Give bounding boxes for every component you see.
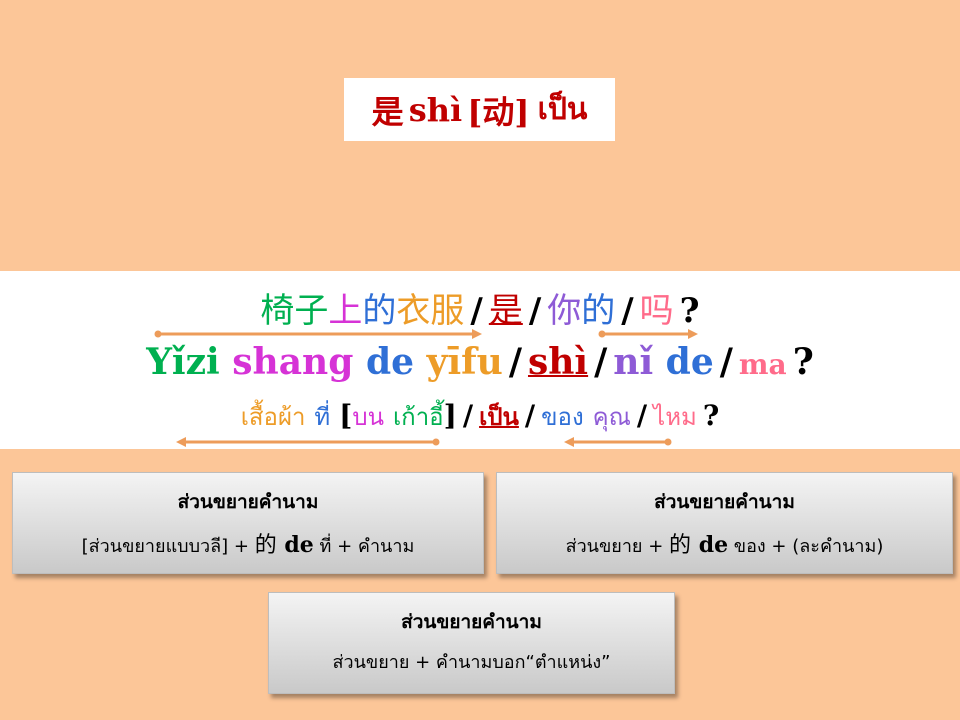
rule-text: ส่วนขยาย +	[565, 536, 670, 557]
hanzi-13: ?	[679, 291, 700, 331]
sentence-pinyin-line: Yǐzi shang de yīfu / shì / nǐ de / ma?	[0, 341, 960, 383]
pinyin-7: nǐ	[613, 341, 654, 383]
title-pos: [动]	[467, 92, 530, 131]
rule-text-end: ที่ + คำนาม	[313, 536, 415, 557]
pinyin-2: de	[365, 341, 415, 383]
hanzi-2: 上	[328, 291, 363, 331]
hanzi-10: 的	[581, 291, 616, 331]
thai-7: เป็น	[479, 403, 519, 431]
sentence-band: 椅子上的衣服 / 是 / 你的 / 吗? Yǐzi shang de yīfu / shì / nǐ…	[0, 271, 960, 449]
rule-box-body: ส่วนขยาย + คำนามบอก“ตำแหน่ง”	[269, 647, 674, 676]
thai-1: ที่	[314, 403, 331, 431]
title-pinyin: shì	[408, 90, 463, 129]
title-box: 是 shì [动] เป็น	[344, 78, 615, 141]
hanzi-9: 你	[547, 291, 582, 331]
pinyin-5: shì	[527, 341, 589, 383]
rule-text: ส่วนขยาย + คำนามบอก“ตำแหน่ง”	[332, 652, 611, 673]
rule-box-body: [ส่วนขยายแบบวลี] + 的 de ที่ + คำนาม	[13, 527, 483, 560]
pinyin-6: /	[594, 341, 608, 383]
thai-2: [	[339, 399, 353, 432]
rule-box-heading: ส่วนขยายคำนาม	[177, 491, 319, 513]
rule-text: [ส่วนขยายแบบวลี] +	[81, 536, 255, 557]
pinyin-11: ?	[792, 341, 814, 383]
sentence-hanzi-line: 椅子上的衣服 / 是 / 你的 / 吗?	[0, 283, 960, 332]
hanzi-3: 的	[362, 291, 397, 331]
pinyin-10: ma	[738, 348, 787, 381]
thai-0: เสื้อผ้า	[240, 403, 306, 431]
arrow-bottom-left	[176, 437, 440, 447]
rule-box-position-noun: ส่วนขยายคำนาม ส่วนขยาย + คำนามบอก“ตำแหน่…	[268, 592, 675, 694]
rule-box-body: ส่วนขยาย + 的 de ของ + (ละคำนาม)	[497, 527, 952, 560]
thai-3: บน	[352, 403, 385, 431]
rule-pinyin: de	[276, 532, 314, 558]
hanzi-1: 子	[294, 291, 329, 331]
sentence-thai-line: เสื้อผ้า ที่ [บน เก้าอี้] / เป็น / ของ คุณ / ไ…	[0, 397, 960, 436]
thai-12: ไหม	[653, 403, 697, 431]
hanzi-7: 是	[488, 291, 523, 331]
pinyin-8: de	[665, 341, 714, 383]
rule-box-heading: ส่วนขยายคำนาม	[401, 611, 542, 633]
title-hanzi: 是	[371, 92, 404, 131]
pinyin-0: Yǐzi	[146, 341, 220, 383]
arrow-bottom-right	[564, 437, 672, 447]
thai-6: /	[462, 399, 474, 432]
pinyin-4: /	[508, 341, 522, 383]
thai-11: /	[636, 399, 648, 432]
rule-pinyin: de	[691, 532, 729, 558]
hanzi-11: /	[621, 291, 634, 331]
rule-box-possessive: ส่วนขยายคำนาม ส่วนขยาย + 的 de ของ + (ละค…	[496, 472, 953, 574]
thai-4: เก้าอี้	[392, 403, 444, 431]
pinyin-1: shang	[232, 341, 354, 383]
thai-8: /	[524, 399, 536, 432]
hanzi-12: 吗	[639, 291, 674, 331]
hanzi-5: 服	[430, 291, 465, 331]
thai-13: ?	[702, 399, 720, 432]
pinyin-9: /	[719, 341, 733, 383]
hanzi-6: /	[470, 291, 483, 331]
hanzi-8: /	[528, 291, 542, 331]
rule-hanzi: 的	[254, 533, 277, 558]
hanzi-4: 衣	[396, 291, 431, 331]
title-thai: เป็น	[537, 92, 588, 127]
thai-10: คุณ	[592, 403, 631, 431]
rule-text-end: ของ + (ละคำนาม)	[728, 536, 884, 557]
rule-box-heading: ส่วนขยายคำนาม	[654, 491, 795, 513]
rule-box-phrase-modifier: ส่วนขยายคำนาม [ส่วนขยายแบบวลี] + 的 de ที…	[12, 472, 484, 574]
rule-hanzi: 的	[669, 533, 692, 558]
pinyin-3: yīfu	[426, 341, 503, 383]
hanzi-0: 椅	[260, 291, 295, 331]
thai-5: ]	[443, 399, 457, 432]
thai-9: ของ	[541, 403, 584, 431]
